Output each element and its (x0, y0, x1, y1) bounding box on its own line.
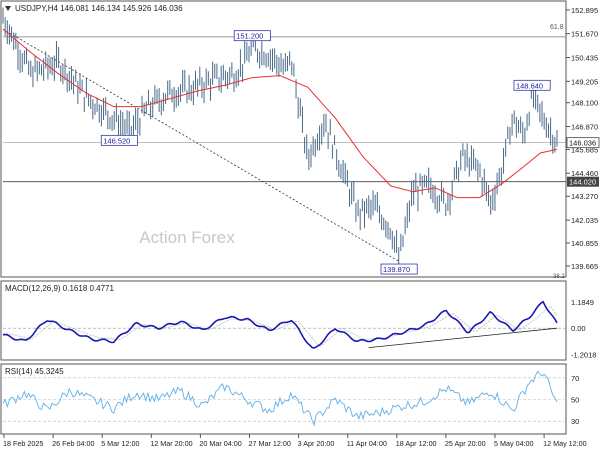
x-tick-label: 27 Mar 12:00 (249, 439, 291, 448)
macd-line (2, 300, 558, 349)
macd-trend-line (368, 327, 558, 349)
price-annotation-box (380, 263, 418, 275)
price-tick-label: 143.270 (571, 192, 598, 201)
rsi-line (2, 370, 558, 427)
rsi-tick-label: 70 (571, 374, 579, 383)
macd-layer: 1.1849 0.00 -1.2018 (2, 298, 596, 360)
fib-label: 61.8 (550, 24, 564, 31)
macd-tick-label: -1.2018 (571, 351, 596, 360)
moving-average-line (2, 28, 558, 199)
rsi-layer: 70 50 30 (2, 370, 579, 427)
x-tick-label: 26 Feb 04:00 (52, 439, 94, 448)
x-tick-label: 20 Mar 04:00 (199, 439, 241, 448)
price-tick-label: 145.685 (571, 145, 598, 154)
price-tick-label: 152.895 (571, 6, 598, 15)
price-annotation-box (100, 134, 138, 146)
macd-signal-line (3, 305, 558, 347)
x-tick-label: 25 Apr 20:00 (445, 439, 486, 448)
price-annotation-box (513, 79, 551, 91)
rsi-panel-title: RSI(14) 45.3245 (5, 367, 64, 376)
price-tick-label: 140.855 (571, 239, 598, 248)
macd-panel-title: MACD(12,26,9) 0.1618 0.4771 (5, 284, 115, 293)
rsi-panel-frame (0, 363, 567, 435)
price-panel-title: USDJPY,H4 146.081 146.134 145.926 146.03… (15, 4, 183, 13)
rsi-tick-label: 50 (571, 396, 579, 405)
price-tick-label: 144.460 (571, 169, 598, 178)
price-annotation-label: 139.870 (383, 265, 410, 274)
x-tick-label: 5 May 04:00 (494, 439, 534, 448)
price-annotation-label: 146.520 (103, 136, 130, 145)
price-panel-frame (0, 0, 567, 278)
price-tick-label: 151.670 (571, 30, 598, 39)
macd-tick-label: 1.1849 (571, 298, 594, 307)
price-tick-label: 150.435 (571, 54, 598, 63)
current-price-label: 146.036 (569, 139, 596, 148)
trend-line (2, 28, 400, 262)
current-price-label-bg (566, 137, 600, 149)
bottom-edge-label: 38.2 (553, 274, 565, 280)
price-layer: 152.895 151.670 150.435 149.205 148.100 146.8… (2, 6, 600, 275)
x-tick-label: 18 Apr 12:00 (396, 439, 437, 448)
level-label-bg (567, 176, 599, 187)
macd-panel-frame (0, 280, 567, 361)
x-axis: 18 Feb 2025 26 Feb 04:00 5 Mar 12:00 12 Mar… (3, 434, 587, 448)
macd-tick-label: 0.00 (571, 324, 586, 333)
price-tick-label: 146.870 (571, 123, 598, 132)
price-annotation-box (233, 30, 271, 42)
level-label: 144.020 (569, 178, 596, 187)
price-tick-label: 139.665 (571, 262, 598, 271)
x-tick-label: 18 Feb 2025 (3, 439, 43, 448)
price-tick-label: 148.100 (571, 99, 598, 108)
x-tick-label: 12 May 12:00 (543, 439, 587, 448)
price-tick-label: 142.035 (571, 216, 598, 225)
x-tick-label: 3 Apr 20:00 (298, 439, 335, 448)
x-tick-label: 12 Mar 20:00 (150, 439, 192, 448)
collapse-triangle-icon (5, 6, 11, 11)
price-annotation-label: 151.200 (236, 32, 263, 41)
x-tick-label: 5 Mar 12:00 (101, 439, 139, 448)
rsi-tick-label: 30 (571, 417, 579, 426)
x-tick-label: 11 Apr 04:00 (347, 439, 387, 448)
price-tick-label: 149.205 (571, 77, 598, 86)
price-annotation-label: 148.640 (516, 81, 543, 90)
watermark: Action Forex (139, 228, 235, 247)
